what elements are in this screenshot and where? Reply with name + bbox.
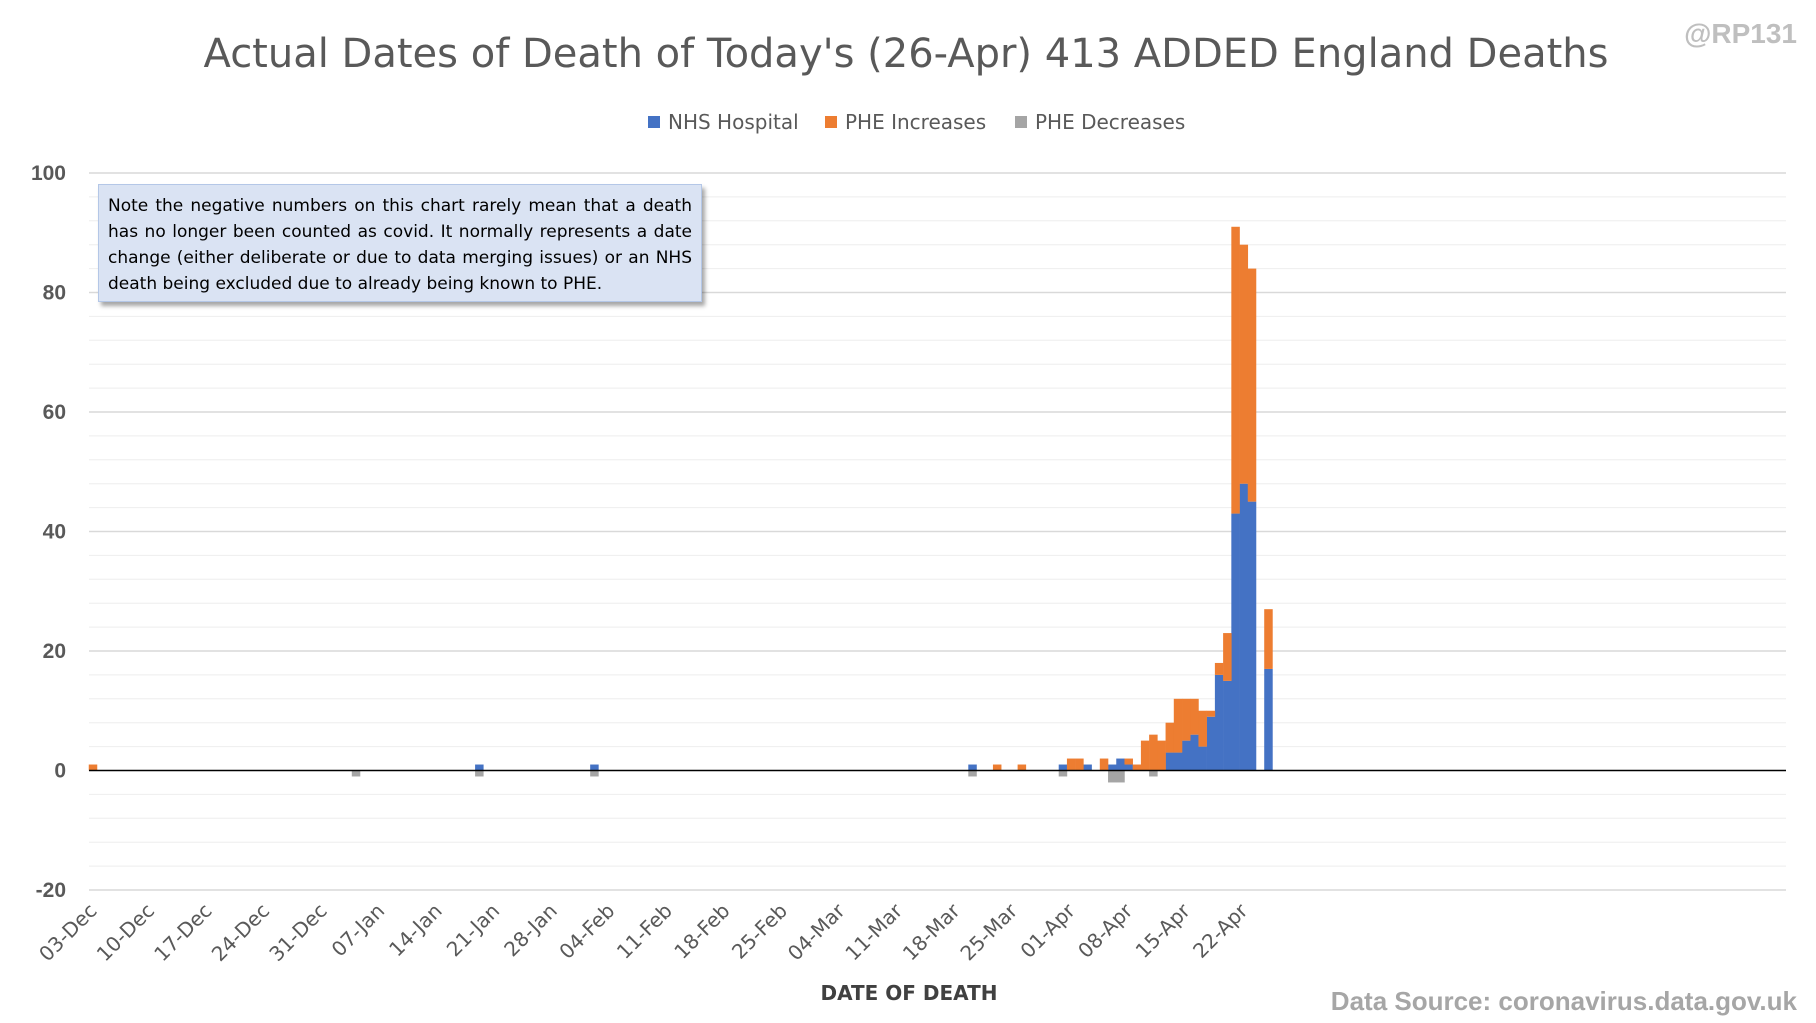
bar-phe-decreases	[1058, 770, 1068, 777]
bar-phe-increases	[1182, 698, 1191, 741]
gridlines	[89, 172, 1786, 891]
x-tick-label: 07-Jan	[327, 899, 390, 962]
bar-nhs-hospital	[1165, 752, 1175, 771]
bar-phe-increases	[1206, 710, 1216, 717]
bar-nhs-hospital	[1116, 758, 1125, 771]
bar-phe-increases	[1214, 662, 1224, 675]
x-tick-label: 04-Feb	[554, 899, 619, 964]
watermark: @RP131	[1684, 18, 1797, 49]
bar-phe-decreases	[475, 770, 484, 777]
bar-phe-increases	[1239, 244, 1249, 484]
legend-label: PHE Increases	[845, 110, 986, 134]
x-tick-label: 10-Dec	[92, 899, 159, 966]
bar-nhs-hospital	[1264, 668, 1273, 771]
bar-phe-increases	[1157, 740, 1166, 771]
x-tick-label: 25-Mar	[955, 898, 1022, 965]
y-tick-label: 80	[43, 282, 66, 305]
bar-phe-increases	[88, 764, 98, 771]
bar-phe-increases	[1124, 758, 1133, 765]
bar-phe-decreases	[1149, 770, 1158, 777]
legend-item-nhs-hospital: NHS Hospital	[648, 110, 799, 134]
bar-nhs-hospital	[1190, 734, 1199, 771]
bar-phe-decreases	[1108, 770, 1117, 783]
y-tick-label: 100	[31, 162, 66, 185]
bar-nhs-hospital	[1206, 716, 1216, 771]
bar-phe-increases	[1075, 758, 1084, 771]
bar-phe-decreases	[968, 770, 977, 777]
legend-swatch	[648, 116, 660, 128]
bar-phe-decreases	[351, 770, 361, 777]
legend-label: NHS Hospital	[668, 110, 799, 134]
y-tick-label: 40	[43, 521, 66, 544]
x-tick-label: 21-Jan	[442, 899, 505, 962]
bar-nhs-hospital	[1247, 501, 1257, 771]
x-tick-label: 24-Dec	[207, 899, 274, 966]
x-tick-label: 25-Feb	[727, 899, 792, 964]
bar-nhs-hospital	[1231, 513, 1240, 771]
bar-phe-decreases	[1116, 770, 1125, 783]
bar-phe-increases	[1223, 633, 1232, 681]
x-tick-label: 28-Jan	[499, 899, 562, 962]
bar-nhs-hospital	[1239, 483, 1249, 771]
bar-nhs-hospital	[1058, 764, 1068, 771]
bar-nhs-hospital	[1124, 764, 1133, 771]
bars	[88, 226, 1273, 783]
x-tick-label: 18-Feb	[669, 899, 734, 964]
legend-swatch	[1015, 116, 1027, 128]
x-tick-label: 17-Dec	[149, 899, 216, 966]
bar-phe-increases	[1165, 722, 1175, 753]
y-tick-label: -20	[36, 879, 66, 902]
bar-nhs-hospital	[1173, 752, 1183, 771]
x-tick-label: 11-Feb	[612, 899, 677, 964]
bar-phe-increases	[1190, 698, 1199, 735]
bar-phe-increases	[1264, 609, 1273, 669]
data-source: Data Source: coronavirus.data.gov.uk	[1331, 986, 1798, 1016]
bar-phe-decreases	[590, 770, 599, 777]
legend-swatch	[825, 116, 837, 128]
bar-phe-increases	[1149, 734, 1158, 771]
x-tick-label: 15-Apr	[1131, 898, 1196, 963]
y-axis: -20 0 20 40 60 80 100	[31, 162, 66, 902]
bar-phe-increases	[1099, 758, 1109, 771]
bar-nhs-hospital	[1182, 740, 1191, 771]
bar-nhs-hospital	[968, 764, 977, 771]
bar-phe-increases	[1017, 764, 1027, 771]
legend-item-phe-increases: PHE Increases	[825, 110, 986, 134]
bar-nhs-hospital	[1083, 764, 1092, 771]
x-tick-label: 03-Dec	[34, 899, 101, 966]
y-tick-label: 0	[54, 760, 66, 783]
bar-nhs-hospital	[475, 764, 484, 771]
x-tick-label: 01-Apr	[1015, 898, 1080, 963]
bar-nhs-hospital	[590, 764, 599, 771]
x-tick-label: 08-Apr	[1073, 898, 1138, 963]
y-tick-label: 20	[43, 640, 66, 663]
x-tick-label: 22-Apr	[1188, 898, 1253, 963]
bar-phe-increases	[1173, 698, 1183, 753]
legend: NHS Hospital PHE Increases PHE Decreases	[648, 110, 1185, 134]
x-tick-label: 31-Dec	[264, 899, 331, 966]
bar-nhs-hospital	[1198, 746, 1207, 771]
bar-nhs-hospital	[1214, 674, 1224, 771]
x-tick-label: 04-Mar	[783, 898, 850, 965]
bar-nhs-hospital	[1108, 764, 1117, 771]
bar-phe-increases	[1132, 764, 1142, 771]
x-tick-label: 18-Mar	[898, 898, 965, 965]
bar-phe-increases	[1140, 740, 1150, 771]
bar-phe-increases	[1231, 226, 1240, 514]
bar-nhs-hospital	[1223, 680, 1232, 771]
note-box: Note the negative numbers on this chart …	[98, 184, 702, 302]
x-tick-label: 11-Mar	[840, 898, 907, 965]
chart-title: Actual Dates of Death of Today's (26-Apr…	[204, 31, 1609, 77]
bar-phe-increases	[1247, 268, 1257, 502]
x-axis-title: DATE OF DEATH	[821, 981, 998, 1005]
bar-phe-increases	[992, 764, 1002, 771]
y-tick-label: 60	[43, 401, 66, 424]
x-axis: 03-Dec10-Dec17-Dec24-Dec31-Dec07-Jan14-J…	[34, 898, 1253, 966]
legend-label: PHE Decreases	[1035, 110, 1185, 134]
bar-phe-increases	[1066, 758, 1076, 771]
legend-item-phe-decreases: PHE Decreases	[1015, 110, 1185, 134]
bar-phe-increases	[1198, 710, 1207, 747]
x-tick-label: 14-Jan	[384, 899, 447, 962]
